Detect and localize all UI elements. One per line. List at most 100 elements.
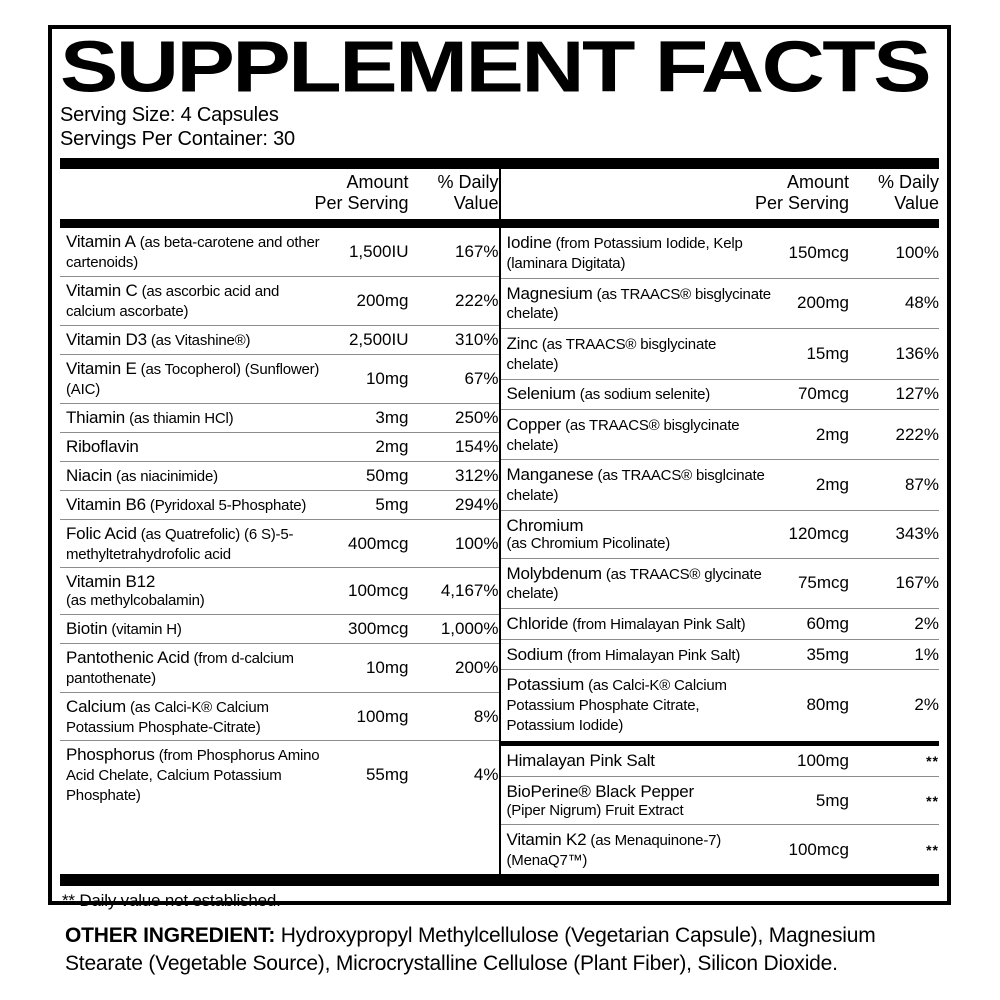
table-row: Iodine (from Potassium Iodide, Kelp (lami… (501, 228, 940, 277)
amount-value: 200mg (356, 291, 409, 311)
nutrient-detail: (vitamin H) (111, 620, 182, 638)
daily-value: ** (926, 753, 939, 770)
nutrient-name-cell: Zinc (as TRAACS® bisglycinate chelate) (501, 334, 772, 374)
amount-value: 400mcg (348, 533, 409, 553)
rows-right: Iodine (from Potassium Iodide, Kelp (lami… (500, 228, 940, 874)
nutrient-name: Iodine (506, 233, 552, 253)
table-row: Pantothenic Acid (from d-calcium pantothe… (60, 642, 499, 692)
nutrient-name-cell: Potassium (as Calci-K® Calcium Potassium … (501, 675, 772, 735)
thick-bar-bottom (60, 874, 939, 887)
amount-value: 2,500IU (348, 329, 409, 349)
nutrient-name: Calcium (66, 696, 127, 716)
nutrient-detail: (as Chromium Picolinate) (506, 535, 671, 553)
daily-value: 222% (455, 291, 499, 311)
nutrient-detail: (Piper Nigrum) Fruit Extract (506, 801, 684, 819)
nutrient-name-cell: Vitamin B6 (Pyridoxal 5-Phosphate) (60, 495, 331, 515)
daily-value: 136% (895, 343, 939, 363)
nutrient-name-cell: BioPerine® Black Pepper (Piper Nigrum) Fr… (501, 782, 772, 819)
amount-value: 100mcg (788, 839, 849, 859)
column-header: Amount Per Serving % Daily Value (501, 169, 939, 219)
amount-value: 75mcg (797, 573, 849, 593)
nutrient-name: Riboflavin (66, 436, 139, 456)
table-row: Vitamin B12 (as methylcobalamin) 100mcg 4… (60, 567, 499, 613)
other-ingredients-text: Hydroxypropyl Methylcellulose (Vegetaria… (65, 924, 876, 975)
amount-value: 100mg (797, 751, 849, 771)
nutrient-name: Chloride (506, 614, 569, 633)
nutrient-name: Sodium (506, 644, 564, 664)
nutrient-detail: (as TRAACS® bisglycinate chelate) (506, 335, 717, 373)
serving-info: Serving Size: 4 Capsules Servings Per Co… (60, 103, 939, 151)
daily-value: 222% (895, 424, 939, 444)
nutrient-name: Pantothenic Acid (66, 647, 190, 667)
nutrient-name-cell: Thiamin (as thiamin HCl) (60, 408, 331, 428)
amount-value: 10mg (365, 657, 409, 677)
table-row: Thiamin (as thiamin HCl) 3mg 250% (60, 402, 499, 432)
nutrient-detail: (as Menaquinone-7) (MenaQ7™) (506, 831, 722, 869)
table-row: Selenium (as sodium selenite) 70mcg 127% (500, 378, 939, 410)
daily-value: 200% (455, 657, 499, 677)
table-row: Copper (as TRAACS® bisglycinate chelate) … (500, 409, 939, 459)
daily-value: 100% (455, 533, 499, 553)
amount-value: 80mg (806, 694, 849, 714)
nutrient-name-cell: Pantothenic Acid (from d-calcium pantothe… (60, 648, 331, 688)
table-row: Niacin (as niacinimide) 50mg 312% (60, 460, 499, 490)
nutrient-name: Himalayan Pink Salt (506, 751, 656, 771)
table-row: Calcium (as Calci-K® Calcium Potassium Ph… (60, 691, 499, 741)
nutrient-detail: (as ascorbic acid and calcium ascorbate) (66, 283, 280, 321)
nutrient-name-cell: Vitamin E (as Tocopherol) (Sunflower) (AI… (60, 359, 331, 399)
table-row: Molybdenum (as TRAACS® glycinate chelate)… (500, 557, 939, 608)
nutrient-detail: (as Vitashine®) (150, 332, 251, 350)
facts-column-left: Amount Per Serving % Daily Value Vitamin… (60, 158, 499, 874)
nutrient-name-cell: Himalayan Pink Salt (501, 751, 772, 771)
daily-value: 100% (895, 243, 939, 263)
nutrient-detail: (as niacinimide) (116, 467, 218, 485)
amount-value: 70mcg (797, 384, 849, 404)
nutrient-name: Potassium (506, 675, 585, 695)
table-row: Magnesium (as TRAACS® bisglycinate chelat… (500, 277, 939, 328)
nutrient-name: Molybdenum (506, 563, 603, 583)
nutrient-name-cell: Iodine (from Potassium Iodide, Kelp (lami… (501, 233, 772, 273)
nutrient-name: Vitamin D3 (66, 330, 147, 350)
amount-value: 100mg (356, 706, 409, 726)
nutrient-name-cell: Phosphorus (from Phosphorus Amino Acid Ch… (60, 745, 331, 805)
nutrient-name: Copper (506, 414, 562, 434)
footnote: ** Daily value not established. (62, 891, 281, 911)
thick-bar (500, 219, 939, 229)
nutrient-name-cell: Molybdenum (as TRAACS® glycinate chelate) (501, 564, 772, 604)
amount-value: 55mg (365, 765, 409, 785)
nutrient-name: Magnesium (506, 283, 593, 303)
table-row: Riboflavin 2mg 154% (60, 431, 499, 461)
nutrient-name: Vitamin A (66, 232, 136, 252)
nutrient-name-cell: Manganese (as TRAACS® bisglcinate chelate… (501, 465, 772, 505)
daily-value: 310% (455, 329, 499, 349)
amount-value: 2mg (815, 424, 849, 444)
nutrient-name-cell: Selenium (as sodium selenite) (501, 384, 772, 404)
daily-value: 250% (455, 407, 499, 427)
nutrient-detail: (as Calci-K® Calcium Potassium Phosphate… (506, 677, 728, 734)
nutrient-name-cell: Sodium (from Himalayan Pink Salt) (501, 645, 772, 665)
nutrient-name: Phosphorus (66, 745, 155, 765)
daily-value: 1% (914, 644, 939, 664)
nutrient-name-cell: Riboflavin (60, 437, 331, 457)
amount-value: 150mcg (788, 243, 849, 263)
nutrient-name-cell: Vitamin K2 (as Menaquinone-7) (MenaQ7™) (501, 830, 772, 870)
nutrient-name-cell: Chromium (as Chromium Picolinate) (501, 516, 772, 553)
other-ingredients-label: OTHER INGREDIENT: (65, 924, 276, 947)
nutrient-name: Zinc (506, 333, 539, 353)
nutrient-name: Biotin (66, 618, 108, 638)
nutrient-detail: (as Calci-K® Calcium Potassium Phosphate… (66, 698, 269, 736)
amount-header: Amount Per Serving (314, 172, 409, 214)
supplement-facts-label: SUPPLEMENT FACTS Serving Size: 4 Capsule… (48, 25, 951, 910)
amount-value: 120mcg (788, 524, 849, 544)
nutrient-detail: (from Potassium Iodide, Kelp (laminara D… (506, 235, 743, 273)
nutrient-name-cell: Vitamin C (as ascorbic acid and calcium a… (60, 281, 331, 321)
daily-value-header: % Daily Value (437, 172, 499, 214)
nutrient-detail: (as beta-carotene and other cartenoids) (66, 234, 320, 272)
table-row: Vitamin D3 (as Vitashine®) 2,500IU 310% (60, 324, 499, 354)
table-row: Folic Acid (as Quatrefolic) (6 S)-5-methy… (60, 518, 499, 568)
nutrient-detail: (as TRAACS® bisglycinate chelate) (506, 416, 740, 454)
amount-value: 1,500IU (348, 242, 409, 262)
row-filler (60, 809, 499, 874)
daily-value: 127% (895, 384, 939, 404)
nutrient-detail: (from Himalayan Pink Salt) (566, 646, 741, 664)
